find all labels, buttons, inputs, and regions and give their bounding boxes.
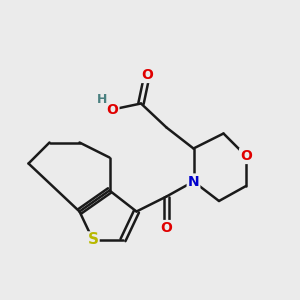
Text: N: N [188,175,199,188]
Text: O: O [106,103,119,116]
Text: O: O [141,68,153,82]
Text: S: S [88,232,98,247]
Text: O: O [240,149,252,163]
Text: H: H [97,92,107,106]
Text: O: O [160,221,172,235]
